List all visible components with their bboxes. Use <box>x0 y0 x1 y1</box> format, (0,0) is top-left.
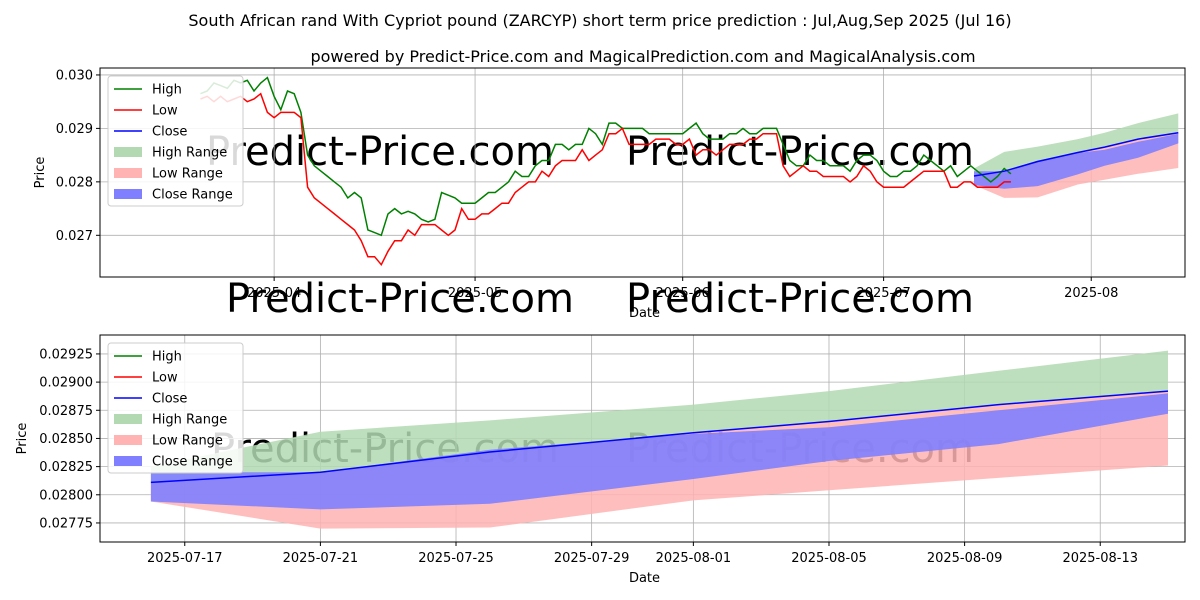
x-axis-label: Date <box>629 306 660 321</box>
x-tick-label: 2025-07 <box>856 286 910 301</box>
legend-label: Low Range <box>152 434 223 449</box>
chart-title: South African rand With Cypriot pound (Z… <box>188 11 1011 30</box>
y-tick-label: 0.02875 <box>39 404 93 419</box>
watermark-text: Predict-Price.com <box>226 276 574 322</box>
x-tick-label: 2025-07-21 <box>283 551 359 566</box>
legend-label: Low <box>152 371 178 386</box>
legend-label: High Range <box>152 146 227 161</box>
x-tick-label: 2025-08-01 <box>656 551 732 566</box>
x-tick-label: 2025-08-09 <box>927 551 1003 566</box>
close-series-line <box>973 131 1179 177</box>
legend-swatch <box>114 168 142 178</box>
x-axis-label: Date <box>629 571 660 586</box>
y-tick-label: 0.030 <box>56 68 93 83</box>
x-tick-label: 2025-08-05 <box>791 551 867 566</box>
axes: 2025-04 2025-05 2025-06 2025-07 2025-08 0.027… <box>33 68 1118 321</box>
legend-swatch <box>114 435 142 445</box>
x-tick-label: 2025-04 <box>247 286 301 301</box>
legend-label: Low Range <box>152 167 223 182</box>
y-tick-label: 0.02925 <box>39 347 93 362</box>
low-series-line <box>200 92 1011 267</box>
legend-label: High Range <box>152 413 227 428</box>
high-range-band <box>150 350 1168 483</box>
y-tick-label: 0.02800 <box>39 488 93 503</box>
chart-subtitle: powered by Predict-Price.com and Magical… <box>310 47 975 66</box>
bottom-plot: Predict-Price.comPredict-Price.com2025-0… <box>15 334 1186 586</box>
legend: High Low Close High Range Low Range Close Ran… <box>107 75 244 207</box>
x-tick-label: 2025-06 <box>656 286 710 301</box>
legend-label: Close <box>152 392 187 407</box>
close-range-band <box>150 393 1168 510</box>
legend-swatch <box>114 414 142 424</box>
plot-area <box>150 350 1169 529</box>
close-series-line <box>150 390 1169 484</box>
watermark: Predict-Price.com Predict-Price.com Predic… <box>206 129 974 322</box>
legend-swatch <box>114 456 142 466</box>
high-series-line <box>200 76 1012 237</box>
legend-label: Close Range <box>152 455 233 470</box>
legend-label: Close <box>152 125 187 140</box>
legend-swatch <box>114 189 142 199</box>
plot-frame <box>99 67 1186 278</box>
legend: High Low Close High Range Low Range Close Ran… <box>107 342 244 474</box>
y-tick-label: 0.028 <box>56 175 93 190</box>
x-tick-label: 2025-07-29 <box>554 551 630 566</box>
legend-label: Close Range <box>152 188 233 203</box>
x-tick-label: 2025-07-17 <box>147 551 223 566</box>
y-tick-label: 0.027 <box>56 229 93 244</box>
y-tick-label: 0.02775 <box>39 516 93 531</box>
watermark-text: Predict-Price.com <box>626 276 974 322</box>
x-tick-label: 2025-05 <box>448 286 502 301</box>
x-tick-label: 2025-07-25 <box>418 551 494 566</box>
y-tick-label: 0.029 <box>56 122 93 137</box>
plot-area <box>200 76 1179 267</box>
legend-label: Low <box>152 104 178 119</box>
y-tick-label: 0.02825 <box>39 460 93 475</box>
legend-swatch <box>114 147 142 157</box>
y-tick-label: 0.02850 <box>39 432 93 447</box>
y-tick-label: 0.02900 <box>39 376 93 391</box>
y-axis-label: Price <box>33 157 48 189</box>
close-range-band <box>974 133 1179 189</box>
x-tick-label: 2025-08 <box>1064 286 1118 301</box>
y-axis-label: Price <box>15 423 30 455</box>
legend-label: High <box>152 83 182 98</box>
high-range-band <box>974 113 1179 176</box>
x-tick-label: 2025-08-13 <box>1062 551 1138 566</box>
watermark-text: Predict-Price.com <box>206 129 554 175</box>
top-plot: Predict-Price.com Predict-Price.com Predic… <box>33 67 1186 322</box>
legend-label: High <box>152 350 182 365</box>
axes: 2025-07-17 2025-07-21 2025-07-25 2025-07-29… <box>15 347 1138 586</box>
